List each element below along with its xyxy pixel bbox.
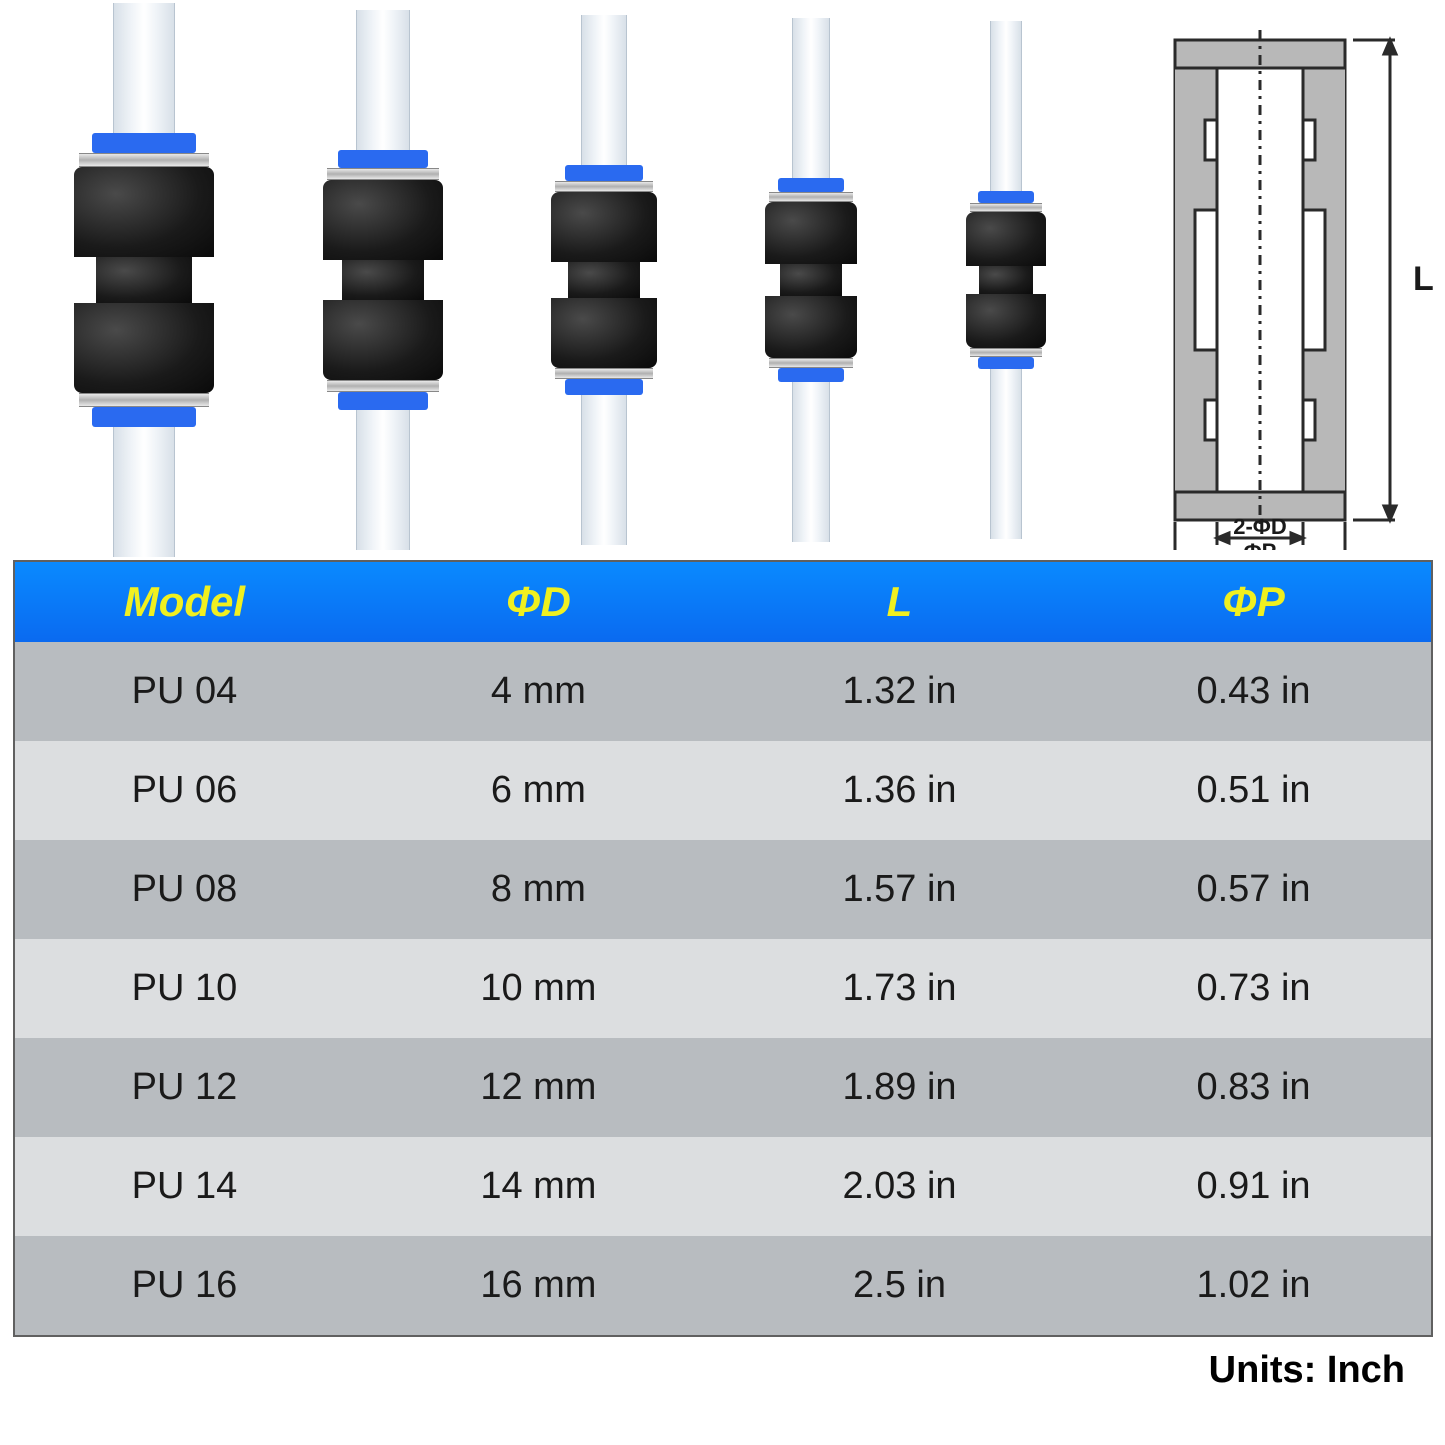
table-row: PU 088 mm1.57 in0.57 in (15, 840, 1431, 939)
diagram-label-L: L (1413, 260, 1434, 298)
table-cell: 0.43 in (1076, 670, 1430, 713)
table-cell: 0.91 in (1076, 1165, 1430, 1208)
table-cell: 1.36 in (722, 769, 1076, 812)
table-cell: 2.03 in (722, 1165, 1076, 1208)
table-cell: 1.73 in (722, 967, 1076, 1010)
table-cell: 1.89 in (722, 1066, 1076, 1109)
table-cell: PU 10 (15, 967, 355, 1010)
connector-illustration (551, 15, 657, 545)
table-cell: 1.02 in (1076, 1264, 1430, 1307)
table-row: PU 1616 mm2.5 in1.02 in (15, 1236, 1431, 1335)
th-model: Model (15, 578, 355, 626)
table-cell: 0.51 in (1076, 769, 1430, 812)
table-header-row: Model ΦD L ΦP (15, 562, 1431, 642)
table-cell: PU 06 (15, 769, 355, 812)
table-cell: 6 mm (354, 769, 722, 812)
table-cell: 4 mm (354, 670, 722, 713)
table-row: PU 1414 mm2.03 in0.91 in (15, 1137, 1431, 1236)
connector-illustration (966, 21, 1046, 539)
units-label: Units: Inch (0, 1337, 1445, 1392)
table-body: PU 044 mm1.32 in0.43 inPU 066 mm1.36 in0… (15, 642, 1431, 1335)
table-cell: 0.83 in (1076, 1066, 1430, 1109)
cross-section-diagram: L 2-ΦD ΦP (1135, 10, 1435, 550)
table-cell: 16 mm (354, 1264, 722, 1307)
table-row: PU 066 mm1.36 in0.51 in (15, 741, 1431, 840)
table-row: PU 1010 mm1.73 in0.73 in (15, 939, 1431, 1038)
table-cell: 2.5 in (722, 1264, 1076, 1307)
diagram-label-PhiP: ΦP (1244, 539, 1277, 550)
table-cell: PU 08 (15, 868, 355, 911)
diagram-label-2PhiD: 2-ΦD (1233, 514, 1287, 539)
connectors-row (0, 0, 1120, 560)
th-phi-p: ΦP (1076, 578, 1430, 626)
th-phi-d: ΦD (354, 578, 722, 626)
table-cell: PU 16 (15, 1264, 355, 1307)
table-cell: 1.57 in (722, 868, 1076, 911)
table-cell: 10 mm (354, 967, 722, 1010)
table-cell: 0.73 in (1076, 967, 1430, 1010)
table-cell: 1.32 in (722, 670, 1076, 713)
table-cell: 12 mm (354, 1066, 722, 1109)
th-l: L (722, 578, 1076, 626)
connector-illustration (323, 10, 443, 550)
spec-table: Model ΦD L ΦP PU 044 mm1.32 in0.43 inPU … (13, 560, 1433, 1337)
table-row: PU 044 mm1.32 in0.43 in (15, 642, 1431, 741)
table-cell: PU 12 (15, 1066, 355, 1109)
top-illustration-area: L 2-ΦD ΦP (0, 0, 1445, 560)
table-cell: PU 04 (15, 670, 355, 713)
table-row: PU 1212 mm1.89 in0.83 in (15, 1038, 1431, 1137)
connector-illustration (74, 3, 214, 557)
connector-illustration (765, 18, 857, 542)
table-cell: 8 mm (354, 868, 722, 911)
table-cell: 14 mm (354, 1165, 722, 1208)
table-cell: 0.57 in (1076, 868, 1430, 911)
table-cell: PU 14 (15, 1165, 355, 1208)
